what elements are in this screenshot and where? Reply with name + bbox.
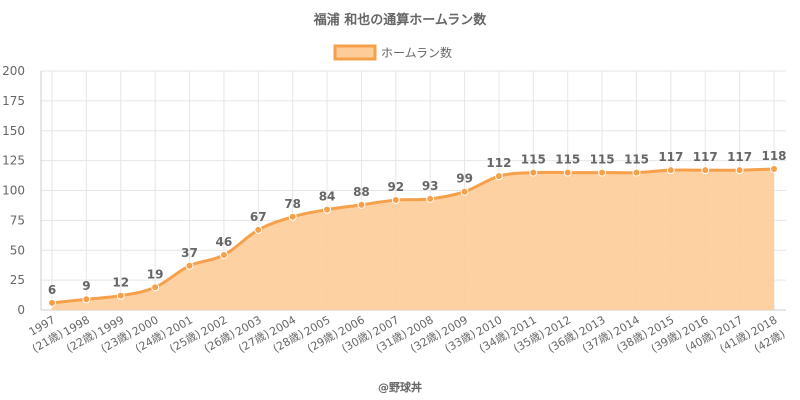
data-point — [701, 166, 710, 175]
data-point — [151, 283, 160, 292]
data-points — [48, 164, 778, 307]
y-tick-label: 200 — [2, 64, 25, 78]
data-label: 117 — [727, 150, 752, 164]
data-label: 115 — [521, 153, 546, 167]
data-point — [460, 187, 469, 196]
data-label: 99 — [456, 172, 473, 186]
y-tick-label: 150 — [2, 124, 25, 138]
footer-credit: @野球丼 — [378, 380, 422, 394]
y-tick-label: 75 — [10, 213, 25, 227]
data-labels: 6 9 12 19 37 46 67 78 84 88 92 93 99 112 115 115 115 115 1… — [48, 149, 787, 297]
data-point — [48, 298, 56, 307]
data-label: 78 — [284, 197, 301, 211]
data-point — [82, 295, 91, 304]
data-label: 118 — [761, 149, 786, 163]
series-line — [51, 167, 775, 305]
legend-label: ホームラン数 — [381, 45, 452, 60]
data-point — [598, 168, 607, 177]
y-tick-label: 125 — [2, 154, 25, 168]
data-label: 115 — [624, 153, 649, 167]
legend[interactable]: ホームラン数 — [333, 44, 452, 61]
x-axis: 1997(21歳)1998(22歳)1999(23歳)2000(24歳)2001… — [27, 313, 788, 355]
data-label: 67 — [250, 210, 267, 224]
y-tick-label: 100 — [2, 184, 25, 198]
data-point — [632, 168, 641, 177]
y-axis: 0 25 50 75 100 125 150 175 200 — [2, 64, 25, 317]
y-tick-label: 25 — [10, 273, 25, 287]
legend-swatch — [333, 44, 377, 61]
chart-title: 福浦 和也の通算ホームラン数 — [313, 12, 487, 28]
data-point — [529, 168, 538, 177]
data-label: 92 — [387, 180, 404, 194]
data-point — [735, 166, 744, 175]
y-tick-label: 50 — [10, 243, 25, 257]
data-label: 115 — [555, 153, 580, 167]
data-label: 88 — [353, 185, 370, 199]
data-label: 112 — [486, 156, 511, 170]
data-point — [323, 205, 332, 214]
data-point — [391, 196, 400, 205]
data-label: 84 — [319, 190, 336, 204]
data-label: 12 — [112, 276, 129, 290]
y-tick-label: 0 — [17, 303, 25, 317]
data-point — [494, 172, 503, 181]
data-point — [116, 291, 125, 300]
data-label: 37 — [181, 246, 198, 260]
area-fill — [52, 168, 774, 310]
data-point — [288, 212, 297, 221]
data-label: 117 — [658, 150, 683, 164]
data-label: 46 — [216, 235, 233, 249]
data-point — [254, 225, 263, 234]
plot-area — [51, 167, 775, 310]
data-label: 19 — [147, 267, 164, 281]
data-label: 115 — [590, 153, 615, 167]
data-point — [666, 166, 675, 175]
data-point — [770, 164, 778, 173]
data-point — [357, 200, 366, 209]
data-label: 9 — [82, 279, 90, 293]
data-point — [426, 194, 435, 203]
data-point — [185, 261, 194, 270]
data-label: 117 — [693, 150, 718, 164]
data-label: 93 — [422, 179, 439, 193]
y-tick-label: 175 — [2, 94, 25, 108]
data-point — [563, 168, 572, 177]
data-point — [219, 251, 228, 260]
data-label: 6 — [48, 283, 56, 297]
